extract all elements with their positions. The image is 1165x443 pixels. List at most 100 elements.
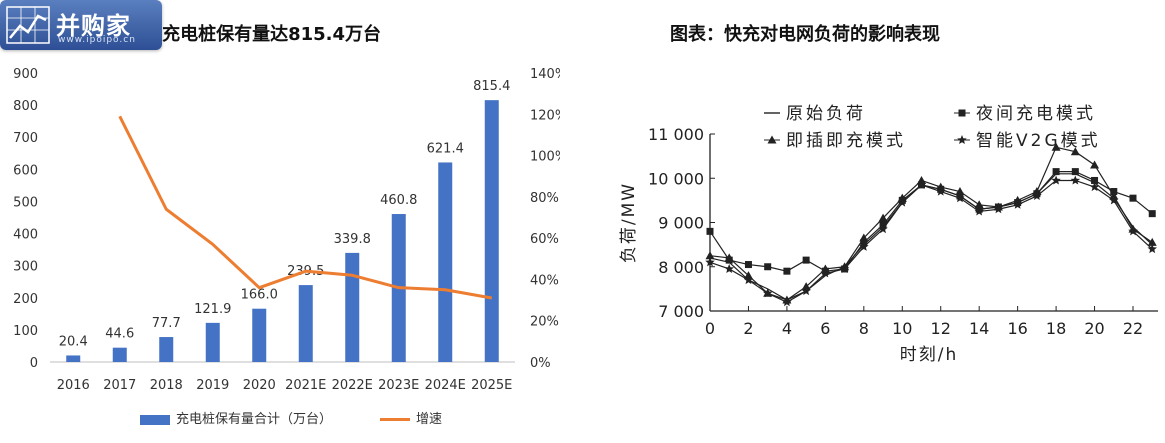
x-tick-label: 10	[892, 319, 912, 338]
marker-star	[801, 286, 811, 296]
x-axis-label: 时刻/h	[900, 345, 959, 365]
y-tick-label: 600	[13, 163, 38, 178]
y-tick-label: 7 000	[658, 302, 704, 321]
bar-data-label: 621.4	[427, 141, 464, 156]
marker-triangle	[1147, 237, 1157, 246]
marker-star	[743, 275, 754, 285]
y2-tick-label: 140%	[530, 67, 560, 82]
marker-triangle	[1013, 195, 1023, 204]
y2-tick-label: 20%	[530, 315, 559, 330]
y2-tick-label: 80%	[530, 191, 559, 206]
y-tick-label: 700	[13, 131, 38, 146]
marker-triangle	[743, 271, 753, 280]
x-tick-label: 2025E	[471, 378, 512, 393]
legend-label: 即插即充模式	[786, 131, 906, 151]
legend-line-swatch	[380, 418, 410, 421]
y2-tick-label: 100%	[530, 150, 560, 165]
marker-star	[1109, 195, 1119, 205]
marker-star	[762, 288, 773, 298]
y-tick-label: 0	[30, 356, 38, 371]
grid-load-chart: 图表：快充对电网负荷的影响表现 7 000 8 000 9 000 10 000 11 …	[590, 0, 1165, 443]
x-tick-label: 2018	[150, 378, 183, 393]
legend-label: 原始负荷	[786, 104, 866, 124]
logo-name: 并购家	[56, 12, 131, 40]
marker-star	[936, 186, 946, 196]
y2-tick-label: 60%	[530, 232, 559, 247]
marker-star	[1012, 199, 1023, 209]
marker-star	[1089, 182, 1100, 192]
marker-square	[783, 267, 791, 275]
marker-star	[1128, 226, 1138, 236]
series-line	[709, 146, 1153, 301]
marker-square	[744, 261, 752, 269]
marker-triangle	[767, 135, 777, 144]
charging-pile-chart: 部预计2025年充电桩保有量达815.4万台 01002003004005006…	[0, 0, 560, 443]
x-tick-label: 2023E	[378, 378, 419, 393]
bar-data-label: 460.8	[380, 193, 417, 208]
marker-triangle	[1109, 191, 1119, 200]
chart-logo-icon	[6, 6, 50, 44]
x-tick-label: 2	[743, 319, 753, 338]
marker-triangle	[705, 251, 715, 260]
marker-square	[958, 109, 966, 117]
x-tick-label: 14	[969, 319, 989, 338]
marker-triangle	[974, 200, 984, 209]
marker-star	[1147, 244, 1157, 254]
marker-triangle	[878, 213, 888, 222]
marker-triangle	[820, 264, 830, 273]
x-tick-label: 12	[931, 319, 951, 338]
x-tick-label: 2021E	[285, 378, 326, 393]
bar	[205, 322, 220, 362]
y-tick-label: 800	[13, 99, 38, 114]
marker-star	[1051, 175, 1061, 185]
x-tick-label: 6	[820, 319, 830, 338]
legend-line: 增速	[380, 408, 442, 427]
marker-square	[1052, 168, 1060, 176]
marker-star	[705, 257, 715, 267]
marker-square	[802, 256, 810, 264]
x-tick-label: 22	[1123, 319, 1143, 338]
marker-square	[1091, 176, 1099, 184]
y2-tick-label: 120%	[530, 108, 560, 123]
marker-triangle	[1070, 147, 1080, 156]
x-tick-label: 8	[859, 319, 869, 338]
y-tick-label: 200	[13, 292, 38, 307]
x-tick-label: 0	[705, 319, 715, 338]
x-tick-label: 20	[1084, 319, 1104, 338]
watermark-logo: 并购家 www.ipoipo.cn	[0, 0, 162, 50]
marker-star	[974, 206, 984, 216]
y-axis-label: 负荷/MW	[619, 182, 639, 263]
bar-data-label: 166.0	[241, 288, 278, 303]
bar	[112, 347, 127, 362]
marker-star	[724, 264, 734, 273]
y-tick-label: 10 000	[648, 169, 704, 188]
marker-star	[897, 197, 907, 207]
bar-line-plot: 0 100 200 300 400 500 600 700 800 900 0% 20% 40% 60% 8…	[13, 67, 560, 393]
x-tick-label: 2020	[243, 378, 276, 393]
bar-data-label: 815.4	[473, 79, 510, 94]
legend-bar: 充电桩保有量合计（万台）	[140, 408, 332, 427]
marker-square	[764, 263, 772, 271]
marker-square	[1071, 168, 1079, 176]
bar-data-label: 339.8	[334, 232, 371, 247]
series-line	[709, 173, 1153, 301]
y-tick-label: 500	[13, 195, 38, 210]
x-tick-label: 2017	[103, 378, 136, 393]
y-tick-label: 9 000	[658, 214, 704, 233]
load-line-plot: 7 000 8 000 9 000 10 000 11 000 0 2 4 6 8 10 12 14 16…	[619, 104, 1158, 365]
marker-star	[955, 193, 965, 203]
y-tick-label: 11 000	[648, 125, 704, 144]
x-tick-label: 2016	[57, 378, 90, 393]
marker-star	[1070, 175, 1081, 185]
legend-bar-swatch	[140, 414, 170, 425]
marker-triangle	[1090, 160, 1100, 169]
marker-triangle	[801, 282, 811, 291]
bar-data-label: 121.9	[194, 302, 231, 317]
bar	[484, 100, 499, 362]
marker-star	[859, 241, 869, 251]
bar	[298, 285, 313, 362]
marker-triangle	[724, 253, 734, 262]
x-tick-label: 2022E	[332, 378, 373, 393]
series-line	[709, 171, 1153, 272]
y-tick-label: 100	[13, 324, 38, 339]
